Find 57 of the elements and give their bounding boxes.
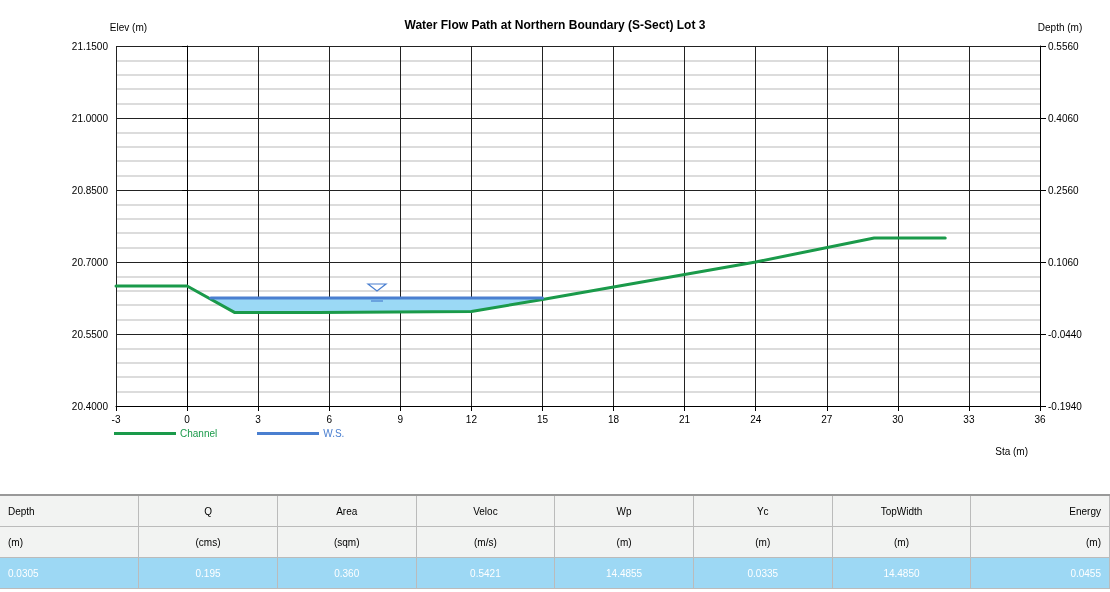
category-label: Wp <box>554 495 694 527</box>
line-series <box>114 236 947 314</box>
y-tick-label: 20.7000 <box>71 256 109 268</box>
y2-tick-label: 0.5560 <box>1048 40 1080 52</box>
text: 14.4855 <box>606 567 643 579</box>
text: (sqm) <box>333 536 360 548</box>
category-label: Energy <box>970 495 1110 527</box>
text: (m/s) <box>474 536 497 548</box>
y-tick-label: 20.4000 <box>71 400 109 412</box>
category-label: Yc <box>693 495 833 527</box>
x-tick-label: 27 <box>821 413 833 425</box>
text: 0.195 <box>195 567 221 579</box>
category-label: Q <box>138 495 278 527</box>
category-label: Area <box>277 495 417 527</box>
text: (m) <box>616 536 632 548</box>
x-tick-label: 0 <box>184 413 191 425</box>
x-tick-label: 15 <box>536 413 549 425</box>
text: W.S. <box>323 428 345 439</box>
text: 0.0335 <box>747 567 779 579</box>
text: (m) <box>8 536 23 548</box>
x-tick-label: 18 <box>607 413 620 425</box>
x-tick-label: -3 <box>111 413 121 425</box>
x-tick-label: 33 <box>963 413 975 425</box>
text: (m) <box>755 536 771 548</box>
x-tick-label: 3 <box>255 413 262 425</box>
x-axis-title: Sta (m) <box>995 445 1028 457</box>
category-label: Depth <box>0 495 139 527</box>
x-tick-label: 12 <box>465 413 478 425</box>
y2-tick-label: 0.4060 <box>1048 112 1080 124</box>
text: 0.360 <box>334 567 360 579</box>
y-tick-label: 21.1500 <box>71 40 109 52</box>
x-tick-label: 36 <box>1034 413 1046 425</box>
text: (m) <box>893 536 909 548</box>
text: (m) <box>1086 536 1101 548</box>
text: (cms) <box>195 536 221 548</box>
text: 0.0305 <box>8 567 39 579</box>
y-tick-label: 20.5500 <box>71 328 109 340</box>
y-tick-label: 20.8500 <box>71 184 109 196</box>
text: 14.4850 <box>883 567 920 579</box>
category-label: Veloc <box>416 495 555 527</box>
chart-title: Water Flow Path at Northern Boundary (S-Sect) Lot 3 <box>404 18 706 32</box>
y-tick-label: 21.0000 <box>71 112 109 124</box>
text: 0.0455 <box>1070 567 1101 579</box>
category-label: TopWidth <box>832 495 971 527</box>
y-axis-title: Elev (m) <box>109 21 148 33</box>
x-tick-label: 30 <box>892 413 904 425</box>
x-tick-label: 24 <box>750 413 762 425</box>
y2-tick-label: -0.0440 <box>1048 328 1083 340</box>
x-tick-label: 9 <box>397 413 404 425</box>
text: Channel <box>180 428 218 439</box>
text: 0.5421 <box>470 567 501 579</box>
y2-tick-label: 0.1060 <box>1048 256 1080 268</box>
x-tick-label: 6 <box>326 413 333 425</box>
y2-tick-label: -0.1940 <box>1048 400 1083 412</box>
y2-tick-label: 0.2560 <box>1048 184 1080 196</box>
x-tick-label: 21 <box>679 413 691 425</box>
y2-axis-title: Depth (m) <box>1037 21 1083 33</box>
